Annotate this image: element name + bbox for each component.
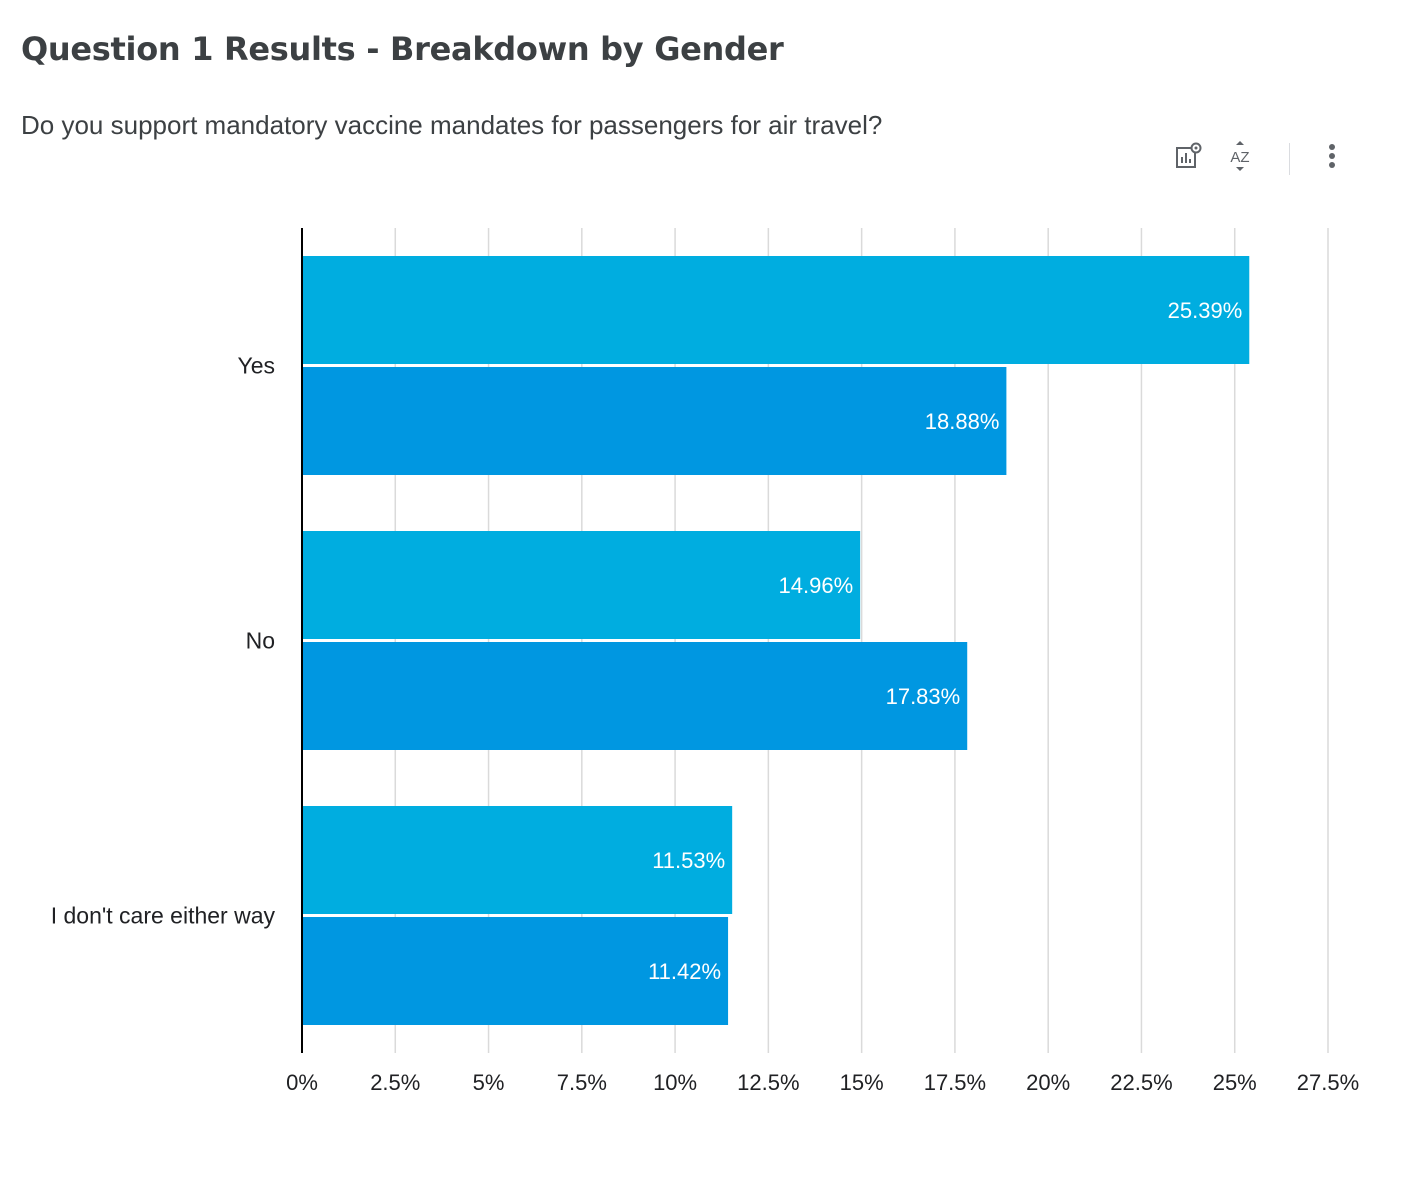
x-tick-label: 20%: [1026, 1070, 1070, 1095]
more-vert-icon: [1327, 141, 1337, 176]
x-tick-label: 0%: [286, 1070, 318, 1095]
chart-settings-icon: [1173, 141, 1203, 176]
grid-lines: [394, 228, 1329, 1053]
sort-az-icon: AZ: [1225, 139, 1255, 178]
chart-settings-button[interactable]: [1168, 138, 1208, 178]
sort-az-label: AZ: [1230, 149, 1249, 166]
x-tick-label: 5%: [473, 1070, 505, 1095]
x-tick-label: 25%: [1213, 1070, 1257, 1095]
chart-toolbar: AZ: [1168, 138, 1358, 178]
bars: [302, 256, 1250, 1025]
x-tick-label: 22.5%: [1110, 1070, 1172, 1095]
x-tick-label: 17.5%: [924, 1070, 986, 1095]
chart-title: Question 1 Results - Breakdown by Gender: [21, 30, 784, 68]
data-label: 18.88%: [925, 409, 1000, 434]
labels: 0% 2.5% 5% 7.5% 10% 12.5% 15% 17.5% 20% 22.5% 25% 2…: [51, 298, 1359, 1095]
bar-1[interactable]: [302, 806, 733, 914]
toolbar-divider: [1289, 143, 1290, 175]
x-tick-label: 7.5%: [557, 1070, 607, 1095]
data-label: 11.42%: [648, 959, 721, 984]
x-tick-label: 2.5%: [370, 1070, 420, 1095]
chart-subtitle: Do you support mandatory vaccine mandate…: [21, 110, 883, 140]
bar-2[interactable]: [302, 917, 729, 1025]
data-label: 11.53%: [652, 848, 725, 873]
data-label: 14.96%: [779, 573, 854, 598]
bar-1[interactable]: [302, 256, 1250, 364]
data-label: 25.39%: [1168, 298, 1243, 323]
x-tick-label: 10%: [653, 1070, 697, 1095]
more-options-button[interactable]: [1312, 138, 1352, 178]
bar-2[interactable]: [302, 367, 1007, 475]
bar-2[interactable]: [302, 642, 968, 750]
data-label: 17.83%: [886, 684, 961, 709]
x-tick-label: 12.5%: [737, 1070, 799, 1095]
x-tick-label: 27.5%: [1297, 1070, 1359, 1095]
bar-1[interactable]: [302, 531, 861, 639]
sort-az-button[interactable]: AZ: [1220, 138, 1260, 178]
category-label: Yes: [237, 353, 275, 379]
x-tick-label: 15%: [840, 1070, 884, 1095]
category-label: No: [246, 628, 275, 654]
category-label: I don't care either way: [51, 903, 276, 929]
